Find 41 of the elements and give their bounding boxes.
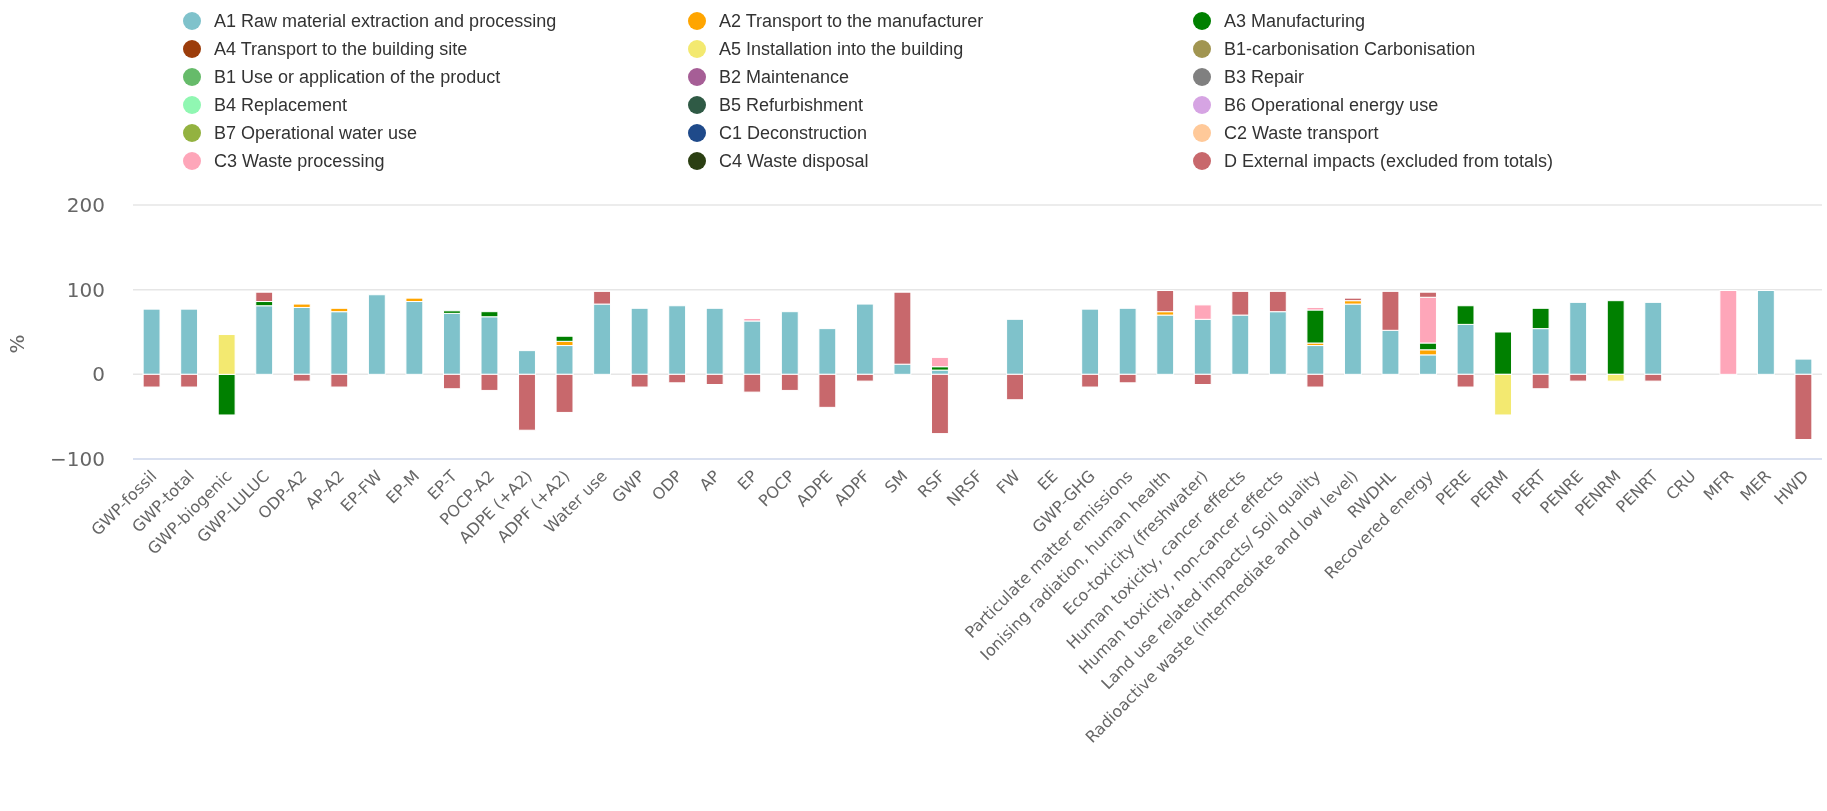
legend-label: C2 Waste transport [1224, 123, 1379, 144]
legend-label: B1 Use or application of the product [214, 67, 501, 88]
y-tick-label: −100 [50, 447, 105, 471]
bar [1156, 290, 1175, 313]
y-tick-label: 200 [66, 193, 105, 217]
x-tick-label: AP [695, 466, 724, 495]
x-tick-label: EP [733, 466, 762, 494]
legend-label: B2 Maintenance [719, 67, 850, 88]
bar [255, 305, 274, 375]
bar [405, 301, 424, 375]
bar [1756, 290, 1775, 375]
y-axis-title: % [5, 334, 29, 354]
bar [931, 356, 949, 368]
legend-label: A2 Transport to the manufacturer [719, 11, 984, 32]
legend-label: A5 Installation into the building [719, 39, 964, 60]
y-tick-label: 0 [92, 362, 105, 387]
legend-label: C3 Waste processing [214, 151, 385, 172]
y-tick-label: 100 [66, 277, 105, 302]
bar [1719, 290, 1738, 375]
legend-label: B7 Operational water use [214, 123, 418, 144]
x-tick-label: FW [992, 466, 1024, 498]
bar [555, 335, 574, 342]
bar [1306, 309, 1325, 344]
legend-label: B5 Refurbishment [719, 95, 864, 116]
legend-label: B4 Replacement [214, 95, 348, 116]
legend-label: D External impacts (excluded from totals) [1224, 151, 1554, 172]
legend-label: A3 Manufacturing [1224, 11, 1366, 32]
bar [255, 291, 274, 303]
bar [1343, 303, 1362, 375]
legend-label: A1 Raw material extraction and processing [214, 11, 557, 32]
legend-label: C1 Deconstruction [719, 123, 868, 144]
x-tick-label: SM [880, 466, 912, 497]
bar [931, 373, 949, 435]
bar [1156, 314, 1175, 375]
bar [367, 294, 386, 375]
bar [1419, 354, 1437, 375]
legend-label: B3 Repair [1224, 67, 1305, 88]
legend-label: C4 Waste disposal [719, 151, 869, 172]
legend-label: A4 Transport to the building site [214, 39, 468, 60]
legend-label: B1-carbonisation Carbonisation [1224, 39, 1476, 60]
legend-label: B6 Operational energy use [1224, 95, 1439, 116]
